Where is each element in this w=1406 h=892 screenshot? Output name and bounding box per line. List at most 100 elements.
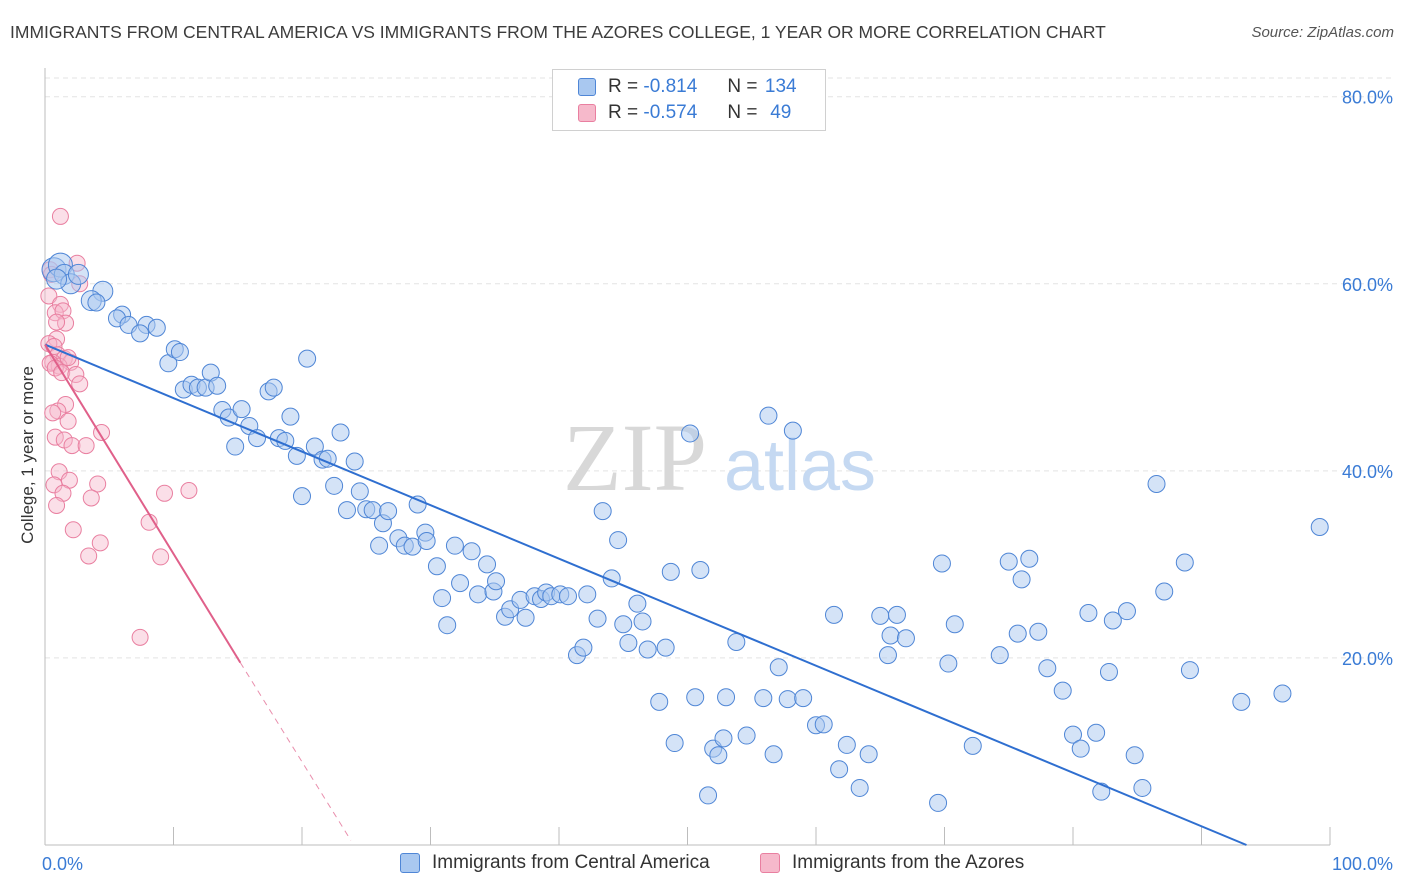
gridlines — [45, 77, 1393, 659]
central-america-point — [147, 318, 166, 337]
central-america-point — [1053, 681, 1072, 700]
azores-point — [156, 484, 174, 502]
central-america-point — [345, 452, 364, 471]
legend-n-value: 134 — [764, 76, 797, 97]
central-america-point — [759, 406, 778, 425]
central-america-point — [293, 487, 311, 506]
central-america-point — [445, 536, 464, 555]
central-america-point — [650, 692, 669, 711]
central-america-point — [794, 689, 813, 708]
central-america-point — [945, 615, 964, 634]
x-tick-label: 100.0% — [1332, 854, 1393, 874]
central-america-point — [87, 293, 106, 312]
azores-point — [180, 481, 198, 499]
central-america-point — [1092, 782, 1111, 801]
central-america-point — [814, 715, 833, 734]
azores-point — [82, 489, 100, 507]
central-america-point — [999, 552, 1018, 571]
central-america-point — [331, 423, 350, 442]
central-america-point — [681, 424, 700, 443]
legend-r-value: -0.814 — [643, 76, 698, 97]
central-america-point — [837, 735, 856, 754]
central-america-point — [1147, 474, 1166, 493]
azores-trend-extension — [239, 662, 352, 841]
azores-point — [91, 534, 109, 552]
central-america-point — [850, 778, 869, 797]
central-america-point — [614, 615, 633, 634]
y-tick-labels: 20.0% 40.0% 60.0% 80.0% — [1342, 88, 1393, 669]
azores-point — [48, 313, 66, 331]
azores-point — [89, 475, 107, 493]
y-tick-label: 60.0% — [1342, 275, 1393, 295]
central-america-point — [1133, 778, 1152, 797]
central-america-point — [438, 616, 457, 635]
legend-r-value: -0.574 — [643, 102, 698, 123]
central-america-point — [686, 688, 705, 707]
central-america-point — [932, 554, 951, 573]
central-america-point — [824, 605, 843, 624]
central-america-point — [1008, 624, 1027, 643]
central-america-point — [208, 376, 227, 395]
azores-point — [152, 548, 170, 566]
azores-point — [67, 366, 85, 384]
y-tick-label: 40.0% — [1342, 462, 1393, 482]
central-america-point — [783, 421, 802, 440]
central-america-point — [1232, 692, 1251, 711]
central-america-point — [1125, 746, 1144, 765]
central-america-point — [963, 736, 982, 755]
central-america-point — [609, 531, 628, 550]
central-america-point — [859, 745, 878, 764]
azores-point — [57, 314, 75, 332]
azores-point — [80, 547, 98, 565]
series-azores-points — [40, 207, 198, 646]
legend-r-label: R = — [608, 76, 639, 97]
central-america-point — [1155, 582, 1174, 601]
bottom-swatch-pink — [760, 853, 780, 873]
central-america-point — [717, 688, 736, 707]
central-america-point — [298, 349, 317, 368]
central-america-point — [656, 638, 675, 657]
central-america-point — [778, 690, 797, 709]
central-america-point — [574, 638, 593, 657]
y-tick-label: 20.0% — [1342, 649, 1393, 669]
y-tick-label: 80.0% — [1342, 88, 1393, 108]
central-america-point — [709, 746, 728, 765]
central-america-point — [232, 400, 251, 419]
central-america-point — [578, 585, 597, 604]
central-america-point — [427, 557, 446, 576]
bottom-legend-azores: Immigrants from the Azores — [760, 852, 1024, 874]
legend-n-label: N = — [727, 102, 758, 123]
central-america-point — [558, 587, 577, 606]
central-america-point — [67, 263, 89, 285]
watermark-zip: ZIP — [563, 404, 707, 511]
central-america-point — [469, 585, 488, 604]
central-america-point — [1273, 684, 1292, 703]
central-america-point — [830, 760, 849, 779]
central-america-point — [881, 626, 900, 645]
central-america-point — [929, 793, 948, 812]
azores-point — [77, 437, 95, 455]
central-america-point — [370, 536, 389, 555]
azores-point — [51, 207, 69, 225]
azores-point — [63, 437, 81, 455]
central-america-point — [462, 542, 481, 561]
central-america-point — [691, 561, 710, 580]
central-america-point — [487, 572, 506, 591]
azores-point — [59, 412, 77, 430]
azores-point — [48, 496, 66, 514]
central-america-point — [1087, 723, 1106, 742]
axes — [44, 68, 1331, 846]
legend-row-central-america: R = -0.814 N = 134 — [578, 74, 799, 100]
central-america-point — [226, 437, 245, 456]
azores-point — [131, 628, 149, 646]
legend-n-value: 49 — [770, 102, 792, 123]
central-america-point — [764, 745, 783, 764]
azores-point — [51, 295, 69, 313]
central-america-point — [588, 609, 607, 628]
central-america-point — [619, 633, 638, 652]
bottom-swatch-blue — [400, 853, 420, 873]
watermark-atlas: atlas — [724, 426, 876, 506]
central-america-point — [754, 689, 773, 708]
central-america-point — [408, 495, 427, 514]
